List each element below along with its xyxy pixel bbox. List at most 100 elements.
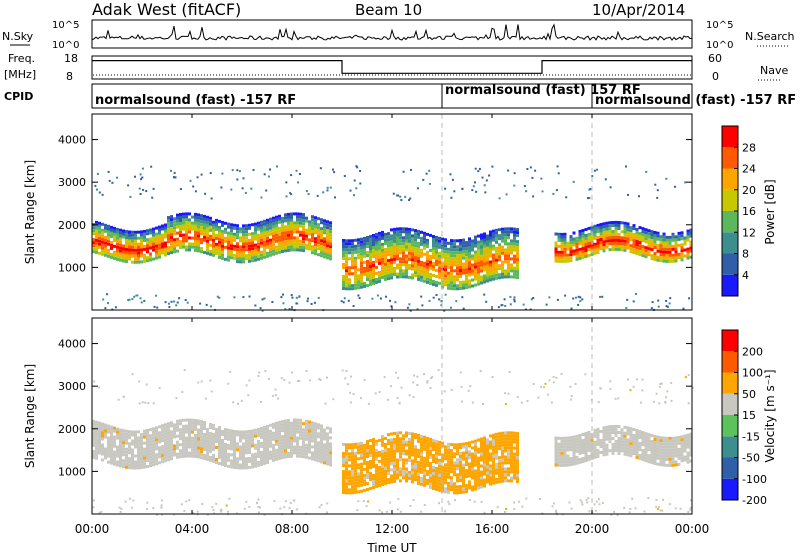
range-gate-cell — [381, 440, 384, 444]
range-gate-cell — [492, 436, 495, 440]
range-gate-cell — [554, 247, 558, 251]
range-gate-cell — [635, 432, 639, 435]
range-gate-cell — [251, 253, 254, 257]
range-gate-cell — [498, 264, 501, 268]
range-gate-cell — [92, 449, 95, 453]
range-gate-cell — [399, 431, 402, 435]
range-gate-cell — [674, 454, 678, 458]
range-gate-cell — [674, 259, 678, 263]
range-gate-cell — [560, 259, 564, 263]
range-gate-cell — [516, 246, 519, 250]
range-gate-cell — [507, 437, 510, 441]
range-gate-cell — [173, 447, 176, 451]
range-gate-cell — [369, 274, 372, 277]
range-gate-cell — [489, 452, 492, 456]
range-gate-cell — [263, 437, 266, 441]
range-gate-cell — [317, 232, 320, 236]
scatter-cell — [412, 396, 415, 399]
range-gate-cell — [173, 250, 176, 254]
scatter-cell — [282, 293, 284, 296]
scatter-cell — [509, 295, 512, 298]
scatter-cell — [496, 506, 499, 509]
range-gate-cell — [414, 265, 417, 269]
scatter-cell — [220, 186, 223, 189]
range-gate-cell — [143, 453, 146, 457]
range-gate-cell — [489, 260, 492, 264]
range-gate-cell — [197, 437, 200, 441]
range-gate-cell — [450, 464, 453, 468]
range-gate-cell — [623, 236, 627, 240]
range-gate-cell — [122, 259, 125, 263]
range-gate-cell — [480, 269, 483, 273]
range-gate-cell — [411, 228, 414, 232]
scatter-cell — [378, 509, 381, 512]
range-gate-cell — [417, 436, 420, 440]
range-gate-cell — [405, 230, 408, 234]
range-gate-cell — [623, 449, 627, 453]
range-gate-cell — [269, 247, 272, 251]
range-gate-cell — [465, 244, 468, 248]
range-gate-cell — [360, 447, 363, 451]
range-gate-cell — [363, 455, 366, 459]
range-gate-cell — [408, 449, 411, 453]
range-gate-cell — [602, 237, 606, 241]
range-gate-cell — [296, 436, 299, 440]
scatter-cell — [488, 174, 491, 177]
range-gate-cell — [378, 255, 381, 259]
range-gate-cell — [510, 446, 513, 450]
range-gate-cell — [671, 244, 675, 248]
range-gate-cell — [248, 259, 251, 263]
range-gate-cell — [212, 438, 215, 442]
range-gate-cell — [194, 446, 197, 449]
scatter-cell — [227, 382, 230, 385]
range-gate-cell — [176, 219, 179, 223]
range-gate-cell — [357, 457, 360, 461]
range-gate-cell — [411, 276, 414, 280]
range-gate-cell — [212, 241, 215, 245]
range-gate-cell — [683, 437, 687, 441]
range-gate-cell — [185, 248, 188, 252]
scatter-cell — [665, 299, 668, 302]
range-gate-cell — [638, 454, 642, 458]
range-gate-cell — [311, 433, 314, 437]
range-gate-cell — [284, 231, 287, 235]
range-gate-cell — [483, 259, 486, 263]
range-gate-cell — [122, 429, 125, 433]
range-gate-cell — [572, 447, 576, 451]
range-gate-cell — [459, 284, 462, 287]
range-gate-cell — [668, 448, 672, 452]
range-gate-cell — [200, 444, 203, 448]
range-gate-cell — [95, 432, 98, 436]
range-gate-cell — [314, 449, 317, 453]
range-gate-cell — [569, 247, 573, 251]
range-gate-cell — [348, 455, 351, 459]
range-gate-cell — [278, 441, 281, 445]
range-gate-cell — [185, 451, 188, 455]
range-gate-cell — [266, 442, 269, 446]
range-gate-cell — [504, 254, 507, 258]
range-gate-cell — [363, 266, 366, 270]
range-gate-cell — [492, 454, 495, 458]
range-gate-cell — [608, 233, 612, 237]
range-gate-cell — [486, 474, 489, 478]
scatter-cell — [292, 499, 295, 502]
range-gate-cell — [149, 455, 152, 459]
range-gate-cell — [299, 430, 302, 434]
range-gate-cell — [257, 442, 260, 446]
scatter-cell — [450, 388, 453, 391]
range-gate-cell — [372, 237, 375, 240]
range-gate-cell — [113, 429, 116, 433]
range-gate-cell — [426, 256, 429, 260]
range-gate-cell — [411, 471, 414, 475]
range-gate-cell — [369, 259, 372, 262]
range-gate-cell — [224, 428, 227, 431]
range-gate-cell — [221, 442, 224, 445]
range-gate-cell — [357, 448, 360, 452]
range-gate-cell — [492, 475, 495, 479]
range-gate-cell — [465, 469, 468, 473]
scatter-cell — [242, 177, 245, 180]
range-gate-cell — [281, 220, 284, 223]
range-gate-cell — [629, 451, 633, 455]
range-gate-cell — [95, 241, 98, 245]
scatter-cell — [158, 387, 161, 390]
